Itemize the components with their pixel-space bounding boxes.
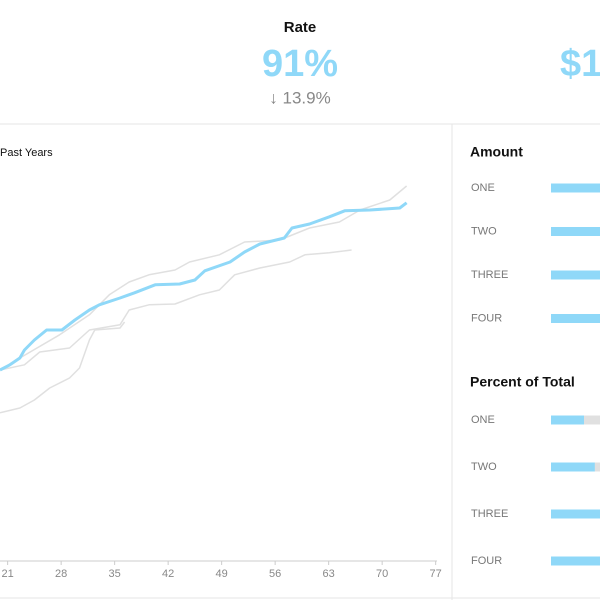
x-tick-label: 56 xyxy=(269,568,281,580)
category-label: THREE xyxy=(471,269,508,281)
bar xyxy=(551,227,600,236)
category-label: ONE xyxy=(471,414,495,426)
line-series xyxy=(0,249,352,371)
bar xyxy=(551,183,600,193)
x-tick-label: 77 xyxy=(430,568,442,580)
category-label: TWO xyxy=(471,461,497,473)
line-series xyxy=(0,185,408,371)
bar xyxy=(551,314,600,323)
kpi-label: Rate xyxy=(284,19,317,36)
chart-title: Amount xyxy=(470,144,523,160)
category-label: ONE xyxy=(471,182,495,194)
category-label: FOUR xyxy=(471,555,502,567)
category-label: TWO xyxy=(471,225,497,237)
x-tick-label: 21 xyxy=(2,568,14,580)
bar xyxy=(551,270,600,280)
x-tick-label: 49 xyxy=(216,568,228,580)
bar xyxy=(551,415,584,425)
x-tick-label: 35 xyxy=(109,568,121,580)
x-tick-label: 42 xyxy=(162,568,174,580)
bar xyxy=(551,509,600,519)
category-label: THREE xyxy=(471,508,508,520)
bar xyxy=(551,462,595,472)
category-label: FOUR xyxy=(471,312,502,324)
line-series xyxy=(0,201,408,372)
x-tick-label: 28 xyxy=(55,568,67,580)
x-tick-label: 70 xyxy=(376,568,388,580)
kpi-value: $1 xyxy=(560,43,600,85)
x-tick-label: 63 xyxy=(323,568,335,580)
kpi-change: ↓ 13.9% xyxy=(269,88,330,107)
chart-title: Past Years xyxy=(0,147,53,159)
bar xyxy=(551,556,600,566)
kpi-value: 91% xyxy=(262,43,338,85)
line-series xyxy=(0,321,126,414)
chart-title: Percent of Total xyxy=(470,374,575,390)
